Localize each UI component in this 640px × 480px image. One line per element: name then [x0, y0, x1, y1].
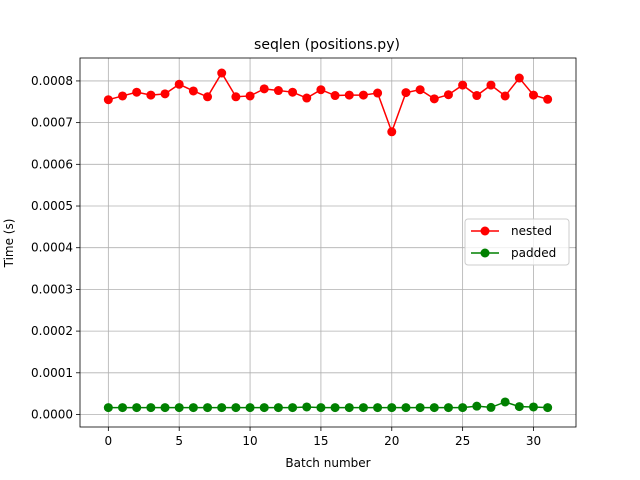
- data-point-nested: [188, 86, 198, 96]
- series-line-padded: [108, 401, 548, 409]
- data-point-nested: [401, 88, 411, 98]
- y-tick-label: 0.0000: [31, 407, 73, 421]
- y-tick-label: 0.0006: [31, 157, 73, 171]
- data-point-padded: [514, 402, 524, 412]
- data-point-nested: [458, 80, 468, 90]
- data-point-nested: [358, 90, 368, 100]
- data-point-padded: [330, 403, 340, 413]
- data-point-nested: [429, 94, 439, 104]
- data-point-padded: [259, 403, 269, 413]
- data-point-padded: [443, 403, 453, 413]
- x-tick-label: 0: [105, 434, 113, 448]
- data-point-nested: [330, 91, 340, 101]
- data-point-padded: [528, 402, 538, 412]
- y-tick-label: 0.0001: [31, 366, 73, 380]
- x-tick-label: 10: [242, 434, 257, 448]
- data-point-nested: [443, 90, 453, 100]
- series-layer: [103, 68, 553, 413]
- data-point-padded: [245, 403, 255, 413]
- data-point-nested: [344, 90, 354, 100]
- data-point-nested: [146, 90, 156, 100]
- data-point-padded: [103, 403, 113, 413]
- data-point-nested: [217, 68, 227, 78]
- data-point-padded: [288, 403, 298, 413]
- data-point-nested: [174, 79, 184, 89]
- data-point-padded: [217, 403, 227, 413]
- legend-entry-nested: nested: [471, 224, 552, 238]
- x-tick-label: 15: [313, 434, 328, 448]
- data-point-padded: [316, 403, 326, 413]
- y-axis-label: Time (s): [2, 219, 16, 269]
- data-point-padded: [500, 397, 510, 407]
- y-tick-label: 0.0007: [31, 116, 73, 130]
- data-point-nested: [203, 92, 213, 102]
- legend-entry-padded: padded: [471, 246, 556, 260]
- data-point-padded: [146, 403, 156, 413]
- y-tick-label: 0.0005: [31, 199, 73, 213]
- data-point-nested: [415, 85, 425, 95]
- data-point-padded: [373, 403, 383, 413]
- x-tick-label: 30: [526, 434, 541, 448]
- data-point-padded: [132, 403, 142, 413]
- axis-ticks: 0 5 10 15 20 25 30 0.0000 0.0001 0.0002 0.0003 0.00…: [31, 74, 541, 448]
- data-point-padded: [302, 402, 312, 412]
- data-point-nested: [245, 91, 255, 101]
- chart-title: seqlen (positions.py): [254, 37, 400, 53]
- y-tick-label: 0.0003: [31, 282, 73, 296]
- legend-label: padded: [511, 246, 556, 260]
- y-tick-label: 0.0008: [31, 74, 73, 88]
- data-point-padded: [401, 403, 411, 413]
- data-point-padded: [486, 402, 496, 412]
- y-tick-label: 0.0002: [31, 324, 73, 338]
- data-point-nested: [160, 89, 170, 99]
- data-point-padded: [174, 403, 184, 413]
- data-point-nested: [486, 80, 496, 90]
- data-point-nested: [528, 90, 538, 100]
- legend-swatch-marker: [480, 226, 490, 236]
- x-axis-label: Batch number: [285, 456, 370, 470]
- y-tick-label: 0.0004: [31, 241, 73, 255]
- legend-label: nested: [511, 224, 552, 238]
- data-point-nested: [373, 88, 383, 98]
- data-point-padded: [458, 403, 468, 413]
- series-nested: [103, 68, 553, 137]
- data-point-padded: [160, 403, 170, 413]
- data-point-padded: [203, 403, 213, 413]
- data-point-padded: [188, 403, 198, 413]
- series-padded: [103, 397, 553, 413]
- data-point-nested: [543, 94, 553, 104]
- grid: [80, 58, 576, 427]
- data-point-nested: [472, 91, 482, 101]
- data-point-padded: [472, 401, 482, 411]
- data-point-nested: [231, 92, 241, 102]
- data-point-nested: [302, 93, 312, 103]
- x-tick-label: 25: [455, 434, 470, 448]
- data-point-nested: [288, 87, 298, 97]
- data-point-padded: [543, 403, 553, 413]
- data-point-padded: [429, 403, 439, 413]
- data-point-nested: [132, 87, 142, 97]
- data-point-nested: [103, 95, 113, 105]
- data-point-padded: [344, 403, 354, 413]
- x-tick-label: 20: [384, 434, 399, 448]
- data-point-padded: [118, 403, 128, 413]
- plot-area-frame: [79, 57, 577, 428]
- data-point-padded: [387, 403, 397, 413]
- data-point-padded: [273, 403, 283, 413]
- data-point-nested: [316, 85, 326, 95]
- data-point-nested: [500, 91, 510, 101]
- x-tick-label: 5: [175, 434, 183, 448]
- data-point-nested: [387, 127, 397, 137]
- data-point-padded: [358, 403, 368, 413]
- legend-swatch-marker: [480, 248, 490, 258]
- data-point-nested: [118, 91, 128, 101]
- data-point-nested: [259, 84, 269, 94]
- data-point-nested: [273, 86, 283, 96]
- data-point-nested: [514, 73, 524, 83]
- data-point-padded: [415, 403, 425, 413]
- data-point-padded: [231, 403, 241, 413]
- legend: nested padded: [464, 218, 570, 266]
